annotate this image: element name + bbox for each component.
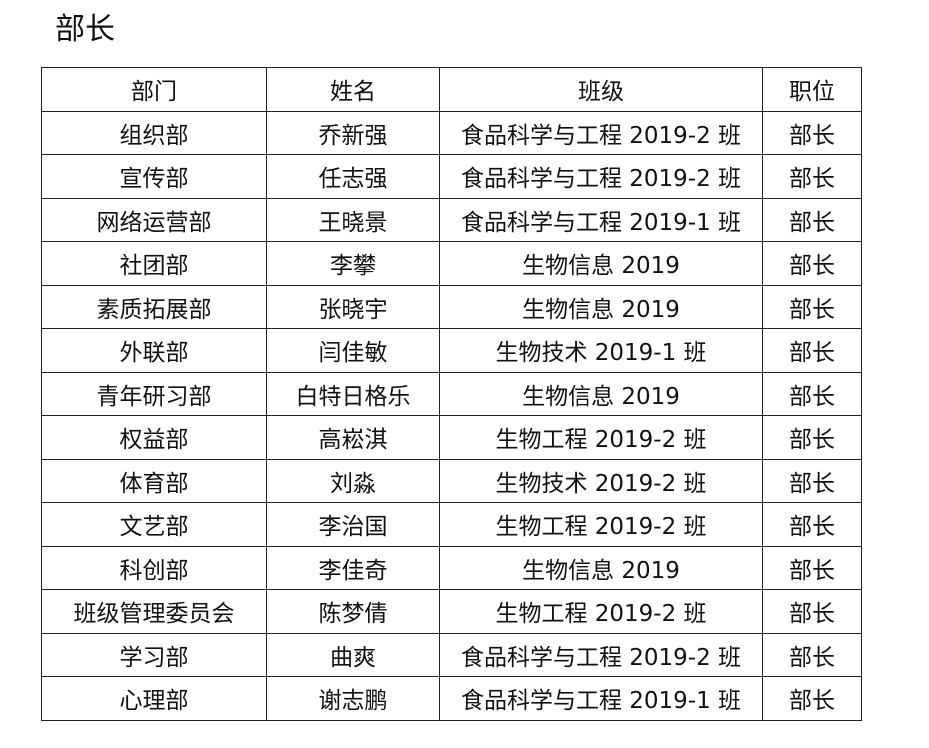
table-row: 网络运营部 王晓景 食品科学与工程 2019-1 班部长 [41,197,862,242]
page-title: 部长 [55,12,115,47]
table-header-row: 部门 姓名 班级 职位 [41,67,862,112]
cell-position: 部长 [762,589,862,634]
cell-department: 心理部 [41,676,267,721]
cell-position: 部长 [762,197,862,242]
table-row: 科创部 李佳奇 生物信息 2019 部长 [41,545,862,590]
table-row: 心理部 谢志鹏 食品科学与工程 2019-1 班部长 [41,676,862,721]
cell-department: 网络运营部 [41,197,267,242]
cell-position: 部长 [762,241,862,286]
header-name: 姓名 [266,67,440,112]
cell-department: 权益部 [41,415,267,460]
table-row: 学习部 曲爽 食品科学与工程 2019-2 班部长 [41,632,862,677]
table-row: 青年研习部 白特日格乐 生物信息 2019 部长 [41,371,862,416]
cell-department: 科创部 [41,545,267,590]
table-row: 宣传部 任志强 食品科学与工程 2019-2 班部长 [41,154,862,199]
cell-class: 生物技术 2019-2 班 [439,458,763,503]
cell-class: 食品科学与工程 2019-1 班 [439,197,763,242]
cell-name: 王晓景 [266,197,440,242]
cell-name: 任志强 [266,154,440,199]
cell-class: 生物信息 2019 [439,241,763,286]
cell-name: 陈梦倩 [266,589,440,634]
header-class: 班级 [439,67,763,112]
table-row: 组织部 乔新强 食品科学与工程 2019-2 班部长 [41,110,862,155]
header-position: 职位 [762,67,862,112]
cell-position: 部长 [762,676,862,721]
cell-name: 李佳奇 [266,545,440,590]
cell-class: 生物技术 2019-1 班 [439,328,763,373]
cell-class: 生物工程 2019-2 班 [439,502,763,547]
cell-class: 食品科学与工程 2019-2 班 [439,154,763,199]
cell-name: 乔新强 [266,110,440,155]
cell-class: 食品科学与工程 2019-2 班 [439,632,763,677]
cell-position: 部长 [762,284,862,329]
table-row: 权益部 高崧淇 生物工程 2019-2 班部长 [41,415,862,460]
cell-class: 生物信息 2019 [439,284,763,329]
cell-class: 食品科学与工程 2019-2 班 [439,110,763,155]
cell-class: 生物工程 2019-2 班 [439,589,763,634]
cell-department: 青年研习部 [41,371,267,416]
table-row: 外联部 闫佳敏 生物技术 2019-1 班部长 [41,328,862,373]
cell-position: 部长 [762,110,862,155]
cell-name: 谢志鹏 [266,676,440,721]
cell-position: 部长 [762,502,862,547]
cell-department: 社团部 [41,241,267,286]
cell-name: 闫佳敏 [266,328,440,373]
cell-position: 部长 [762,328,862,373]
cell-name: 高崧淇 [266,415,440,460]
cell-department: 文艺部 [41,502,267,547]
cell-name: 张晓宇 [266,284,440,329]
cell-class: 生物信息 2019 [439,371,763,416]
cell-name: 李治国 [266,502,440,547]
cell-department: 外联部 [41,328,267,373]
table-row: 体育部 刘淼 生物技术 2019-2 班部长 [41,458,862,503]
cell-name: 刘淼 [266,458,440,503]
cell-position: 部长 [762,154,862,199]
cell-position: 部长 [762,415,862,460]
cell-class: 食品科学与工程 2019-1 班 [439,676,763,721]
table-row: 社团部 李攀 生物信息 2019 部长 [41,241,862,286]
cell-name: 白特日格乐 [266,371,440,416]
table-row: 文艺部 李治国 生物工程 2019-2 班部长 [41,502,862,547]
table-row: 班级管理委员会 陈梦倩 生物工程 2019-2 班部长 [41,589,862,634]
cell-department: 组织部 [41,110,267,155]
ministers-table: 部门 姓名 班级 职位 组织部 乔新强 食品科学与工程 2019-2 班部长 宣传部任… [41,67,862,721]
cell-class: 生物工程 2019-2 班 [439,415,763,460]
cell-position: 部长 [762,632,862,677]
cell-class: 生物信息 2019 [439,545,763,590]
cell-department: 素质拓展部 [41,284,267,329]
table-row: 素质拓展部 张晓宇 生物信息 2019 部长 [41,284,862,329]
cell-position: 部长 [762,458,862,503]
cell-department: 班级管理委员会 [41,589,267,634]
cell-position: 部长 [762,545,862,590]
header-department: 部门 [41,67,267,112]
cell-name: 曲爽 [266,632,440,677]
cell-department: 体育部 [41,458,267,503]
cell-position: 部长 [762,371,862,416]
cell-name: 李攀 [266,241,440,286]
cell-department: 学习部 [41,632,267,677]
cell-department: 宣传部 [41,154,267,199]
